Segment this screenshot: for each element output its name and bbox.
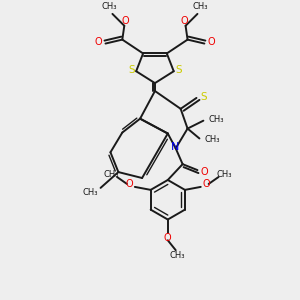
Text: O: O <box>203 179 211 189</box>
Text: O: O <box>201 167 208 177</box>
Text: CH₃: CH₃ <box>102 2 117 11</box>
Text: O: O <box>122 16 129 26</box>
Text: CH₃: CH₃ <box>208 115 224 124</box>
Text: S: S <box>176 65 182 75</box>
Text: S: S <box>200 92 207 102</box>
Text: O: O <box>181 16 188 26</box>
Text: O: O <box>125 179 133 189</box>
Text: CH₃: CH₃ <box>103 169 119 178</box>
Text: N: N <box>170 142 179 152</box>
Text: O: O <box>164 233 172 243</box>
Text: CH₃: CH₃ <box>83 188 98 197</box>
Text: O: O <box>95 37 102 46</box>
Text: CH₃: CH₃ <box>205 135 220 144</box>
Text: S: S <box>128 65 134 75</box>
Text: O: O <box>208 37 215 46</box>
Text: CH₃: CH₃ <box>193 2 208 11</box>
Text: CH₃: CH₃ <box>217 169 232 178</box>
Text: CH₃: CH₃ <box>170 250 185 260</box>
